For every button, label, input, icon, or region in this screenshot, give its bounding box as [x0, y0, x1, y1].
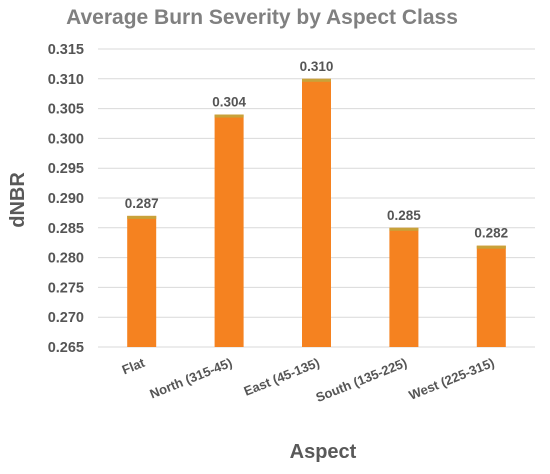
- y-tick-label: 0.305: [48, 102, 84, 118]
- x-tick-label: Flat: [120, 355, 148, 378]
- bar-top-edge: [214, 114, 244, 118]
- y-tick-label: 0.270: [48, 310, 84, 326]
- bars: [127, 78, 506, 348]
- bar: [302, 78, 331, 348]
- data-label: 0.310: [300, 59, 334, 74]
- y-tick-label: 0.275: [48, 280, 84, 296]
- x-axis-label: Aspect: [290, 441, 357, 463]
- y-tick-label: 0.295: [48, 161, 84, 177]
- x-tick-label: East (45-135): [242, 355, 322, 399]
- data-label: 0.282: [474, 226, 508, 241]
- bar: [476, 245, 506, 347]
- x-tick-label: West (225-315): [407, 355, 497, 403]
- y-tick-label: 0.280: [48, 251, 84, 267]
- bar-top-edge: [127, 215, 157, 219]
- bar: [214, 114, 244, 347]
- x-axis-ticks: Flat North (315-45) East (45-135)South (13…: [120, 355, 497, 405]
- chart-title: Average Burn Severity by Aspect Class: [66, 6, 458, 29]
- y-axis-ticks: 0.265 0.270 0.275 0.280 0.285 0.290 0.295 0.300…: [48, 42, 84, 356]
- data-label: 0.287: [125, 196, 159, 211]
- y-tick-label: 0.285: [48, 221, 84, 237]
- y-tick-label: 0.290: [48, 191, 84, 207]
- y-tick-label: 0.265: [48, 340, 84, 356]
- y-tick-label: 0.315: [48, 42, 84, 58]
- data-label: 0.285: [387, 208, 421, 223]
- y-tick-label: 0.310: [48, 72, 84, 88]
- y-axis-label: dNBR: [7, 172, 29, 228]
- bar: [127, 215, 157, 347]
- y-tick-label: 0.300: [48, 131, 84, 147]
- data-label: 0.304: [212, 95, 246, 110]
- x-tick-label: North (315-45): [148, 355, 235, 402]
- bar-top-edge: [302, 78, 331, 82]
- bar: [389, 227, 419, 347]
- x-tick-label: South (135-225): [314, 355, 409, 405]
- bar-top-edge: [476, 245, 506, 249]
- data-labels: 0.287 0.304 0.310 0.285 0.282: [125, 59, 508, 241]
- bar-top-edge: [389, 227, 419, 231]
